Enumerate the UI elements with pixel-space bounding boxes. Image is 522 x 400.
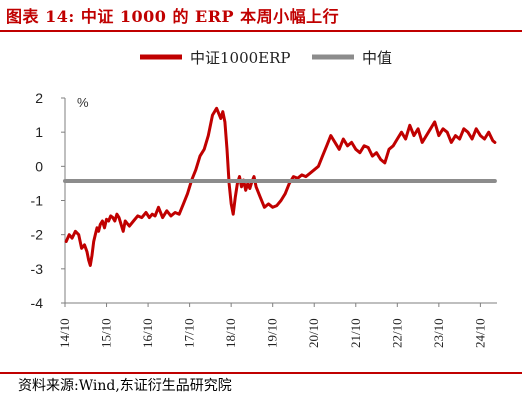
x-tick-label: 21/10	[348, 318, 363, 348]
title-rule	[0, 30, 522, 32]
legend-label-erp: 中证1000ERP	[190, 49, 291, 67]
y-tick-label: 0	[35, 158, 43, 174]
chart-series	[63, 106, 497, 267]
source-note: 资料来源:Wind,东证衍生品研究院	[18, 378, 232, 394]
y-tick-label: 1	[35, 124, 43, 140]
erp-line-chart: 2 1 0 -1 -2 -3 -4% 14/10 15/10 16/10 17/10 18/10 19/…	[31, 49, 497, 348]
chart-axes: 2 1 0 -1 -2 -3 -4% 14/10 15/10 16/10 17/10 18/10 19/…	[31, 90, 497, 348]
x-tick-label: 18/10	[223, 318, 238, 348]
x-tick-label: 15/10	[99, 318, 114, 348]
legend-label-median: 中值	[362, 49, 392, 67]
x-tick-label: 24/10	[472, 318, 487, 348]
x-tick-label: 19/10	[265, 318, 280, 348]
x-tick-label: 22/10	[389, 318, 404, 348]
x-tick-label: 14/10	[57, 318, 72, 348]
figure-title: 图表 14: 中证 1000 的 ERP 本周小幅上行	[6, 7, 340, 26]
y-unit-label: %	[77, 95, 89, 110]
y-tick-label: 2	[35, 90, 43, 106]
y-tick-label: -4	[31, 295, 44, 311]
chart-legend: 中证1000ERP 中值	[140, 49, 392, 67]
x-tick-label: 17/10	[182, 318, 197, 348]
x-tick-label: 16/10	[140, 318, 155, 348]
erp-series-line	[64, 106, 497, 267]
source-rule	[0, 372, 522, 374]
y-tick-label: -3	[31, 261, 44, 277]
y-tick-label: -1	[31, 193, 44, 209]
x-tick-label: 20/10	[306, 318, 321, 348]
x-tick-label: 23/10	[431, 318, 446, 348]
y-tick-label: -2	[31, 227, 44, 243]
